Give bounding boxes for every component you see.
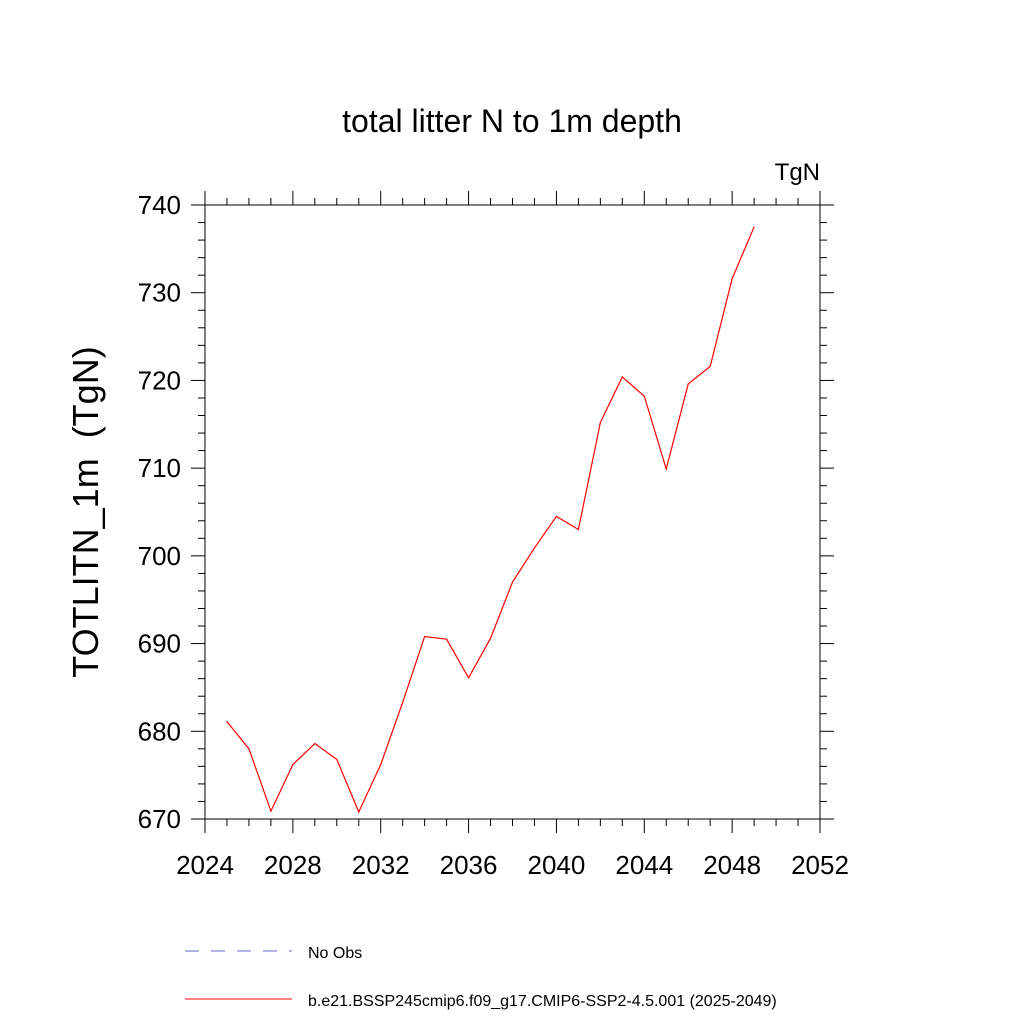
data-point — [555, 515, 558, 517]
data-point — [511, 581, 514, 583]
y-tick-label: 670 — [138, 804, 181, 834]
axes — [191, 191, 834, 833]
data-point — [446, 638, 448, 640]
data-point — [270, 810, 272, 812]
data-point — [467, 677, 470, 679]
data-point — [753, 226, 755, 228]
x-tick-label: 2036 — [440, 850, 498, 880]
y-tick-label: 740 — [138, 190, 181, 220]
data-point — [380, 764, 382, 766]
data-point — [226, 721, 228, 723]
data-point — [599, 421, 601, 424]
x-tick-label: 2048 — [703, 850, 761, 880]
x-tick-label: 2044 — [615, 850, 673, 880]
data-point — [424, 635, 426, 638]
data-point — [314, 742, 316, 745]
y-tick-label: 710 — [138, 453, 181, 483]
chart-title: total litter N to 1m depth — [342, 103, 682, 139]
x-tick-label: 2032 — [352, 850, 410, 880]
legend-label: No Obs — [308, 945, 362, 962]
y-tick-label: 700 — [138, 541, 181, 571]
y-tick-label: 680 — [138, 716, 181, 746]
data-point — [621, 376, 623, 378]
data-point — [489, 637, 492, 639]
y-tick-label: 730 — [138, 278, 181, 308]
x-tick-label: 2052 — [791, 850, 849, 880]
data-point — [709, 365, 711, 367]
legend: No Obs b.e21.BSSP245cmip6.f09_g17.CMIP6-S… — [185, 945, 777, 1010]
data-point — [248, 748, 250, 750]
y-tick-labels: 670 680 690 700 710 720 730 740 — [138, 190, 181, 834]
data-point — [577, 528, 579, 531]
series-group — [226, 226, 755, 814]
data-point — [687, 383, 689, 385]
units-label: TgN — [775, 159, 820, 186]
x-tick-label: 2040 — [528, 850, 586, 880]
data-point — [665, 468, 667, 470]
y-tick-label: 720 — [138, 365, 181, 395]
series-line — [226, 226, 755, 814]
y-axis-label: TOTLITN_1m (TgN) — [65, 346, 106, 677]
data-point — [533, 547, 536, 549]
x-tick-label: 2028 — [264, 850, 322, 880]
data-point — [731, 278, 733, 280]
legend-label: b.e21.BSSP245cmip6.f09_g17.CMIP6-SSP2-4.… — [308, 993, 777, 1010]
x-tick-labels: 2024 2028 2032 2036 2040 2044 2048 2052 — [176, 850, 849, 880]
data-point — [292, 764, 294, 766]
data-point — [643, 395, 645, 397]
data-point — [402, 701, 404, 703]
data-point — [336, 758, 338, 760]
x-tick-label: 2024 — [176, 850, 234, 880]
data-point — [358, 811, 360, 813]
y-tick-label: 690 — [138, 629, 181, 659]
